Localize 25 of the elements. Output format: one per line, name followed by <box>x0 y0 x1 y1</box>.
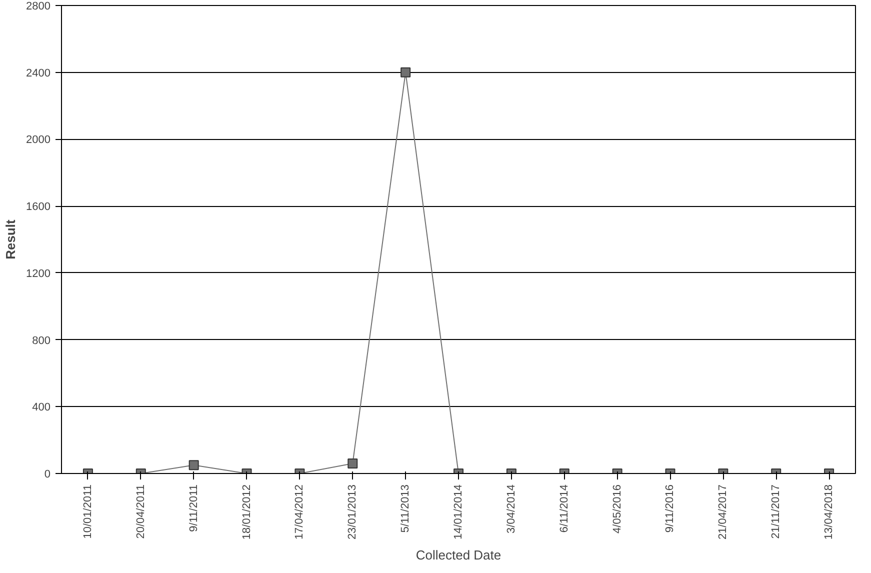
y-axis-title: Result <box>3 218 18 260</box>
x-tick-label: 18/01/2012 <box>240 484 253 540</box>
x-tick-label: 23/01/2013 <box>346 484 359 540</box>
x-tick-label: 21/04/2017 <box>717 484 730 540</box>
x-tick-label: 3/04/2014 <box>505 484 518 534</box>
x-tick-label: 17/04/2012 <box>294 484 306 540</box>
x-tick-label: 9/11/2016 <box>664 484 676 533</box>
x-axis-title: Collected Date <box>416 548 502 563</box>
y-tick-label: 0 <box>44 468 51 480</box>
x-tick-label: 10/01/2011 <box>82 484 94 539</box>
x-tick-label: 5/11/2013 <box>400 484 412 533</box>
y-tick-label: 800 <box>32 334 51 347</box>
y-tick-label: 400 <box>32 402 51 414</box>
x-tick-label: 14/01/2014 <box>452 484 464 540</box>
x-tick-label: 9/11/2011 <box>188 484 200 532</box>
y-tick-label: 2400 <box>26 67 51 80</box>
x-tick-label: 20/04/2011 <box>134 484 147 539</box>
x-tick-label: 21/11/2017 <box>770 484 782 539</box>
x-tick-label: 4/05/2016 <box>611 484 624 534</box>
y-tick-label: 2000 <box>26 134 51 146</box>
y-tick-label: 2800 <box>26 0 51 12</box>
x-tick-label: 13/04/2018 <box>823 484 836 540</box>
y-tick-label: 1200 <box>26 268 51 280</box>
x-tick-label: 6/11/2014 <box>558 484 570 533</box>
y-tick-label: 1600 <box>26 201 51 214</box>
